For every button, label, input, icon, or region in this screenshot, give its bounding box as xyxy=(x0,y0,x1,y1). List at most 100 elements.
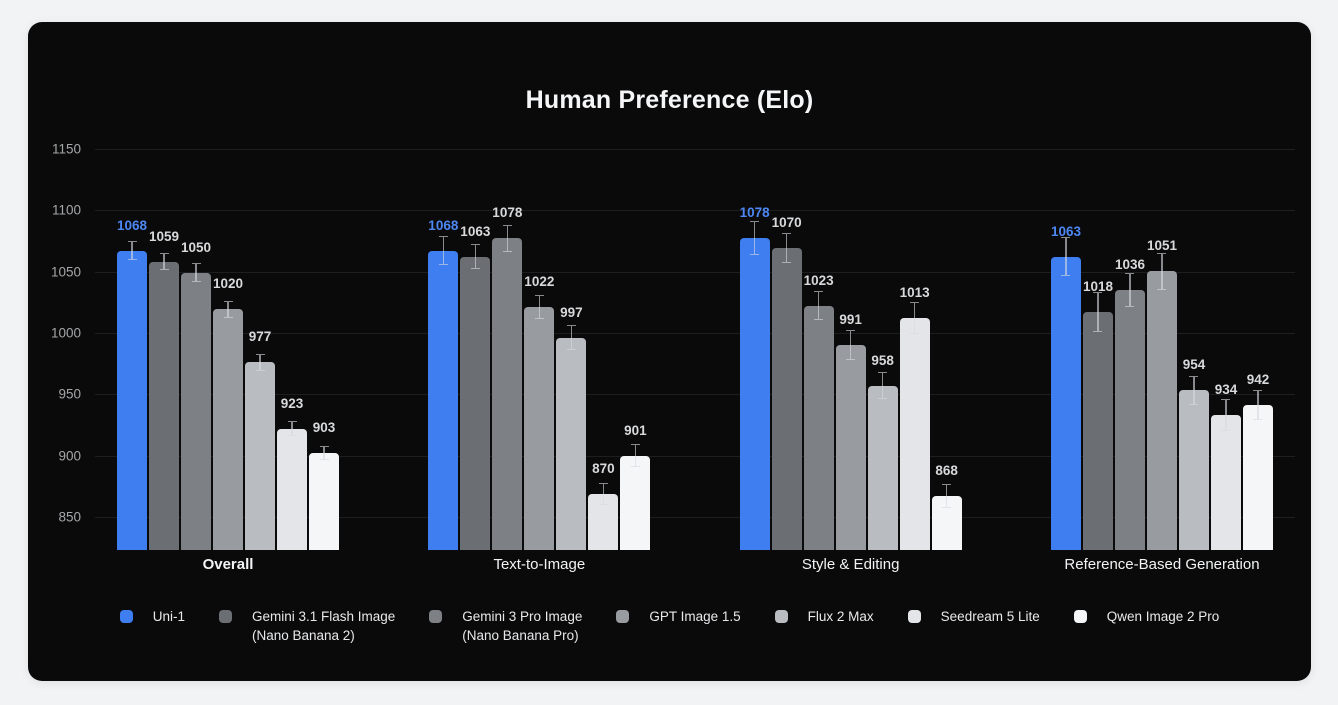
gridline: 900 xyxy=(58,448,1295,463)
legend-item: Flux 2 Max xyxy=(774,608,874,627)
bar-value-label: 1063 xyxy=(460,223,491,239)
bar xyxy=(867,385,898,550)
y-axis-tick-label: 1100 xyxy=(51,202,81,218)
error-bar-line xyxy=(849,331,852,359)
error-bar xyxy=(566,325,576,350)
legend-item: GPT Image 1.5 xyxy=(616,608,741,627)
category-label: Text-to-Image xyxy=(493,556,586,573)
bar-group: 1078 1070 1023 991 958 1013 868 Style & Editing xyxy=(740,140,962,573)
bar-slot: 923 xyxy=(277,140,307,550)
legend-swatch xyxy=(218,610,232,623)
y-axis-tick-label: 1000 xyxy=(50,325,81,341)
bar-slot: 997 xyxy=(556,140,587,550)
bar xyxy=(277,428,307,550)
bar-groups: 1068 1059 1050 1020 977 923 903 Overall 1068 1063… xyxy=(95,140,1295,573)
bar xyxy=(556,337,587,550)
legend-label: Seedream 5 Lite xyxy=(940,609,1040,624)
error-bar-line xyxy=(1225,400,1227,430)
error-bar-line xyxy=(817,291,820,320)
error-bar-line xyxy=(1065,238,1067,276)
y-axis-tick-label: 900 xyxy=(58,448,81,464)
bar-slot: 954 xyxy=(1178,140,1209,550)
error-bar-line xyxy=(323,446,325,460)
error-bar-line xyxy=(442,236,445,265)
legend-label: Gemini 3 Pro Image (Nano Banana Pro) xyxy=(462,609,583,643)
bar xyxy=(1146,271,1177,550)
bar xyxy=(1210,415,1241,550)
error-bar xyxy=(1253,390,1263,420)
legend-label: Qwen Image 2 Pro xyxy=(1106,609,1220,624)
bar-slot: 977 xyxy=(245,140,275,550)
error-bar xyxy=(910,302,920,334)
bar-value-label: 1051 xyxy=(1146,238,1178,254)
error-bar xyxy=(598,482,608,505)
bar-slot: 1078 xyxy=(492,140,522,550)
bar-slot: 1022 xyxy=(524,140,554,550)
error-bar-line xyxy=(913,303,916,333)
legend-item: Uni-1 xyxy=(119,608,185,627)
error-bar-line xyxy=(753,222,756,255)
error-bar xyxy=(502,224,512,252)
bar-slot: 1023 xyxy=(804,140,834,550)
error-bar xyxy=(630,444,640,467)
error-bar xyxy=(814,290,824,321)
y-axis-tick-label: 950 xyxy=(58,386,81,402)
bar-slot: 870 xyxy=(588,140,619,550)
bar xyxy=(117,250,147,550)
bar-slot: 1020 xyxy=(213,140,243,550)
bar-value-label: 1036 xyxy=(1114,256,1146,272)
bar xyxy=(1050,256,1081,550)
bar-value-label: 1068 xyxy=(428,217,459,233)
bar-value-label: 868 xyxy=(935,463,958,478)
bar-value-label: 1078 xyxy=(739,205,770,221)
bar-slot: 934 xyxy=(1210,140,1241,550)
error-bar xyxy=(1189,375,1199,406)
bar xyxy=(1242,405,1273,550)
bar-slot: 1078 xyxy=(740,140,770,550)
bar-slot: 942 xyxy=(1242,140,1273,550)
legend-label: Flux 2 Max xyxy=(807,609,874,624)
bar-value-label: 1050 xyxy=(180,239,212,255)
error-bar xyxy=(1061,237,1071,277)
y-axis-tick-label: 1150 xyxy=(51,141,81,157)
bar-slot: 1063 xyxy=(1051,140,1081,550)
bar-slot: 958 xyxy=(867,140,898,550)
legend-swatch xyxy=(907,610,921,623)
bar-value-label: 1068 xyxy=(116,217,148,233)
legend-item: Gemini 3.1 Flash Image (Nano Banana 2) xyxy=(218,608,395,646)
error-bar xyxy=(438,235,448,266)
error-bar xyxy=(255,353,265,371)
legend-swatch xyxy=(119,610,133,623)
bar xyxy=(803,305,834,550)
bar xyxy=(620,455,651,550)
bar xyxy=(245,362,275,550)
bar-slot: 1051 xyxy=(1147,140,1177,550)
bar-value-label: 942 xyxy=(1246,372,1270,388)
bar-value-label: 1059 xyxy=(148,228,180,244)
bar xyxy=(835,345,866,550)
y-axis-tick-label: 1050 xyxy=(50,264,81,280)
bar-slot: 991 xyxy=(835,140,866,550)
bar-value-label: 1018 xyxy=(1082,278,1114,294)
error-bar xyxy=(782,233,792,263)
bar xyxy=(899,318,930,550)
bar-slot: 868 xyxy=(931,140,962,550)
bar-value-label: 997 xyxy=(560,304,583,320)
error-bar-line xyxy=(634,445,637,466)
bar-value-label: 1013 xyxy=(899,285,930,300)
bar-value-label: 977 xyxy=(248,329,272,345)
bar xyxy=(1178,390,1209,550)
bar xyxy=(428,250,459,550)
gridline: 950 xyxy=(58,387,1295,402)
chart-card: Human Preference (Elo) 850 900 950 1000 1050… xyxy=(28,22,1311,681)
y-axis-tick-label: 850 xyxy=(58,509,81,525)
error-bar-line xyxy=(259,354,261,370)
error-bar-line xyxy=(506,225,509,251)
bar-slot: 1059 xyxy=(149,140,179,550)
legend: Uni-1 Gemini 3.1 Flash Image (Nano Banana … xyxy=(28,608,1311,646)
bar-value-label: 901 xyxy=(624,422,647,438)
error-bar xyxy=(470,244,480,269)
bar-slot: 1063 xyxy=(460,140,490,550)
error-bar-line xyxy=(1129,273,1131,306)
gridline: 1150 xyxy=(52,141,1295,156)
